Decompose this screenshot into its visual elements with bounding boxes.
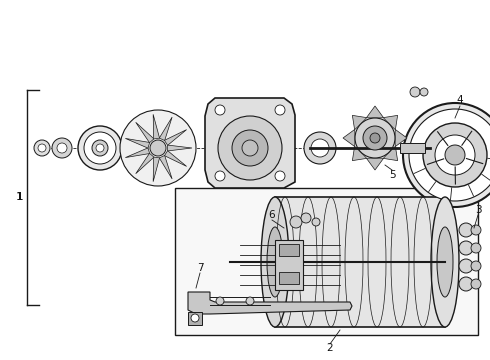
Circle shape (232, 130, 268, 166)
Circle shape (311, 139, 329, 157)
Polygon shape (136, 122, 154, 143)
Bar (279, 272, 299, 284)
Circle shape (218, 116, 282, 180)
Circle shape (459, 277, 473, 291)
Circle shape (409, 109, 490, 201)
Text: 5: 5 (389, 170, 395, 180)
Bar (279, 244, 299, 256)
Polygon shape (153, 157, 160, 182)
Circle shape (191, 314, 199, 322)
Ellipse shape (431, 197, 459, 327)
Circle shape (301, 213, 311, 223)
Circle shape (120, 110, 196, 186)
Text: 1: 1 (16, 192, 23, 202)
Polygon shape (383, 115, 397, 130)
Text: 7: 7 (196, 263, 203, 273)
Circle shape (459, 259, 473, 273)
Polygon shape (125, 148, 149, 158)
Text: 4: 4 (457, 95, 464, 105)
Circle shape (471, 225, 481, 235)
Polygon shape (395, 130, 407, 147)
Bar (175, 188, 478, 335)
Ellipse shape (437, 227, 453, 297)
Polygon shape (159, 117, 172, 140)
Polygon shape (188, 312, 202, 325)
Circle shape (242, 140, 258, 156)
Circle shape (312, 218, 320, 226)
Circle shape (420, 88, 428, 96)
Circle shape (150, 140, 166, 156)
Circle shape (471, 261, 481, 271)
Circle shape (38, 144, 46, 152)
Polygon shape (165, 130, 187, 145)
Circle shape (92, 140, 108, 156)
Text: 2: 2 (327, 343, 333, 353)
Circle shape (435, 135, 475, 175)
Circle shape (215, 105, 225, 115)
Polygon shape (165, 151, 187, 166)
Polygon shape (383, 146, 397, 161)
Circle shape (275, 171, 285, 181)
Circle shape (403, 103, 490, 207)
Circle shape (459, 241, 473, 255)
Polygon shape (136, 153, 154, 174)
Bar (275, 197, 445, 327)
Circle shape (471, 243, 481, 253)
Circle shape (216, 297, 224, 305)
Polygon shape (343, 130, 355, 147)
Circle shape (410, 87, 420, 97)
Polygon shape (352, 146, 367, 161)
Circle shape (96, 144, 104, 152)
Bar (275, 240, 303, 290)
Polygon shape (352, 115, 367, 130)
Text: 1: 1 (17, 192, 24, 202)
Circle shape (246, 297, 254, 305)
Circle shape (370, 133, 380, 143)
Circle shape (471, 279, 481, 289)
Bar (400, 143, 425, 153)
Ellipse shape (267, 227, 283, 297)
Text: 3: 3 (475, 205, 481, 215)
Circle shape (84, 132, 116, 164)
Polygon shape (168, 145, 192, 151)
Circle shape (290, 216, 302, 228)
Polygon shape (188, 292, 352, 314)
Circle shape (459, 223, 473, 237)
Polygon shape (125, 139, 149, 148)
Circle shape (52, 138, 72, 158)
Polygon shape (153, 114, 160, 139)
Circle shape (34, 140, 50, 156)
Circle shape (363, 126, 387, 150)
Polygon shape (367, 158, 384, 170)
Polygon shape (205, 98, 295, 188)
Circle shape (423, 123, 487, 187)
Circle shape (304, 132, 336, 164)
Polygon shape (367, 106, 384, 118)
Circle shape (355, 118, 395, 158)
Polygon shape (159, 156, 172, 179)
Circle shape (275, 105, 285, 115)
Circle shape (57, 143, 67, 153)
Circle shape (215, 171, 225, 181)
Ellipse shape (261, 197, 289, 327)
Circle shape (78, 126, 122, 170)
Text: 6: 6 (269, 210, 275, 220)
Circle shape (445, 145, 465, 165)
